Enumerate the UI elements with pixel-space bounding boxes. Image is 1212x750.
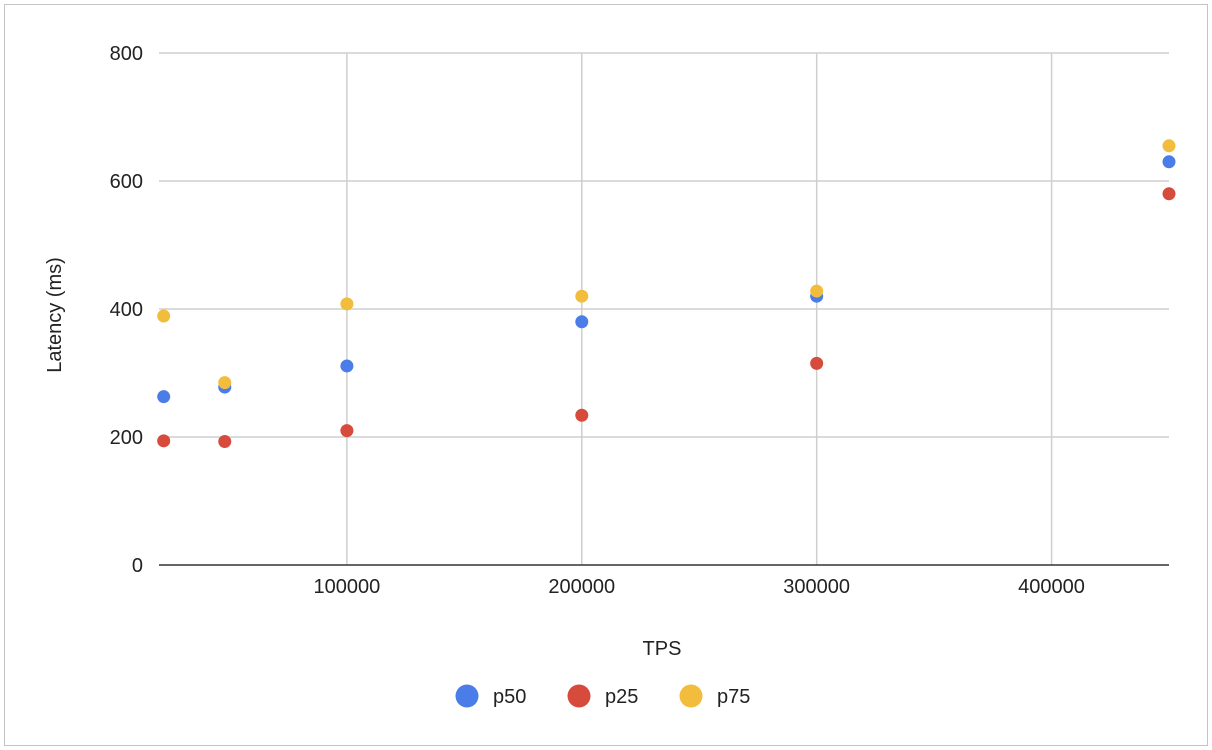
x-tick-label: 400000 (1018, 576, 1085, 598)
y-tick-label: 800 (110, 43, 143, 65)
legend-label-p75: p75 (717, 686, 750, 708)
legend-label-p25: p25 (605, 686, 638, 708)
point-p25 (1162, 187, 1176, 201)
point-p75 (157, 309, 171, 323)
point-p25 (340, 424, 354, 438)
point-p75 (340, 297, 354, 311)
point-p50 (575, 315, 589, 329)
point-p50 (1162, 155, 1176, 169)
legend: p50 p25 p75 (455, 684, 750, 708)
y-tick-label: 0 (132, 555, 143, 577)
point-p25 (575, 408, 589, 422)
point-p25 (218, 434, 232, 448)
legend-item-p50: p50 (455, 684, 526, 708)
legend-marker-p50 (455, 684, 479, 708)
x-tick-label: 100000 (314, 576, 381, 598)
legend-marker-p75 (679, 684, 703, 708)
point-p75 (218, 376, 232, 390)
y-tick-label: 400 (110, 299, 143, 321)
point-p75 (810, 284, 824, 298)
y-tick-label: 600 (110, 171, 143, 193)
point-p75 (575, 289, 589, 303)
point-p50 (157, 390, 171, 404)
x-tick-label: 300000 (783, 576, 850, 598)
data-points (157, 139, 1176, 448)
point-p75 (1162, 139, 1176, 153)
y-axis-title: Latency (ms) (44, 257, 66, 373)
tick-labels: 0 200 400 600 800 100000 200000 300000 400000 (110, 43, 1085, 598)
point-p25 (157, 434, 171, 448)
point-p25 (810, 356, 824, 370)
y-tick-label: 200 (110, 427, 143, 449)
x-axis-title: TPS (643, 638, 682, 660)
legend-item-p75: p75 (679, 684, 750, 708)
legend-marker-p25 (567, 684, 591, 708)
legend-label-p50: p50 (493, 686, 526, 708)
scatter-chart: 0 200 400 600 800 100000 200000 300000 400000 La… (44, 43, 1176, 708)
grid-lines (159, 52, 1169, 565)
point-p50 (340, 359, 354, 373)
chart-frame: 0 200 400 600 800 100000 200000 300000 400000 La… (4, 4, 1208, 746)
x-tick-label: 200000 (548, 576, 615, 598)
legend-item-p25: p25 (567, 684, 638, 708)
